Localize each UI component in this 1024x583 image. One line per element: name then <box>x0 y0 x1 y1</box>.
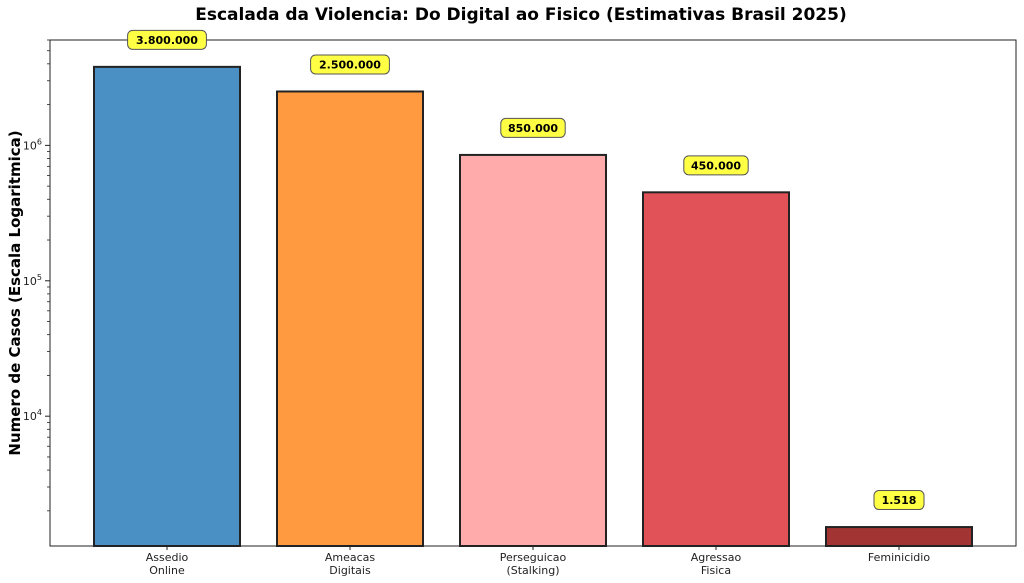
y-axis-label: Numero de Casos (Escala Logaritmica) <box>6 130 24 455</box>
data-label-box <box>310 54 390 75</box>
x-tick-label: Ameacas Digitais <box>325 551 376 577</box>
chart-title: Escalada da Violencia: Do Digital ao Fis… <box>195 5 847 25</box>
data-label: 3.800.000 <box>136 34 198 47</box>
data-label-box <box>500 117 566 138</box>
bar-5 <box>825 526 973 548</box>
bar-3 <box>459 153 607 547</box>
bar-2 <box>276 90 424 548</box>
data-label: 1.518 <box>882 494 917 507</box>
data-label: 850.000 <box>508 122 558 135</box>
y-tick-label: 104 <box>23 408 42 423</box>
x-tick-label: Assedio Online <box>146 551 189 577</box>
data-label-box <box>127 29 207 50</box>
x-tick-label: Agressao Fisica <box>691 551 742 577</box>
data-label-box <box>683 155 749 176</box>
bar-4 <box>642 191 790 547</box>
x-tick-label: Perseguicao (Stalking) <box>500 551 567 577</box>
data-label: 450.000 <box>691 159 741 172</box>
y-tick-label: 105 <box>23 273 42 288</box>
bar-1 <box>93 65 241 547</box>
data-label-box <box>873 490 925 511</box>
data-label: 2.500.000 <box>319 58 381 71</box>
x-tick-label: Feminicidio <box>868 551 930 564</box>
y-tick-label: 106 <box>23 137 42 152</box>
plot-area: 104 105 106 Assedio Online 3.800.000 Ameacas Di… <box>23 29 1017 577</box>
